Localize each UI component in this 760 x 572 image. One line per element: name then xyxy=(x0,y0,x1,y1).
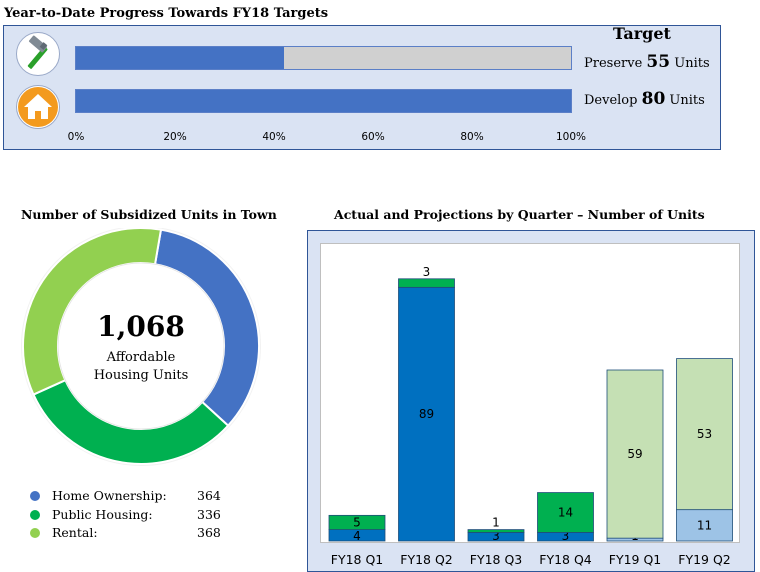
bar-segment xyxy=(606,369,664,539)
bar-data-label: 3 xyxy=(562,529,570,543)
develop-target: Develop 80 Units xyxy=(584,89,705,109)
legend-label: Home Ownership: xyxy=(52,488,167,503)
progress-tick-label: 80% xyxy=(460,131,484,143)
bar-category-label: FY18 Q3 xyxy=(470,552,523,567)
bar-segment xyxy=(676,358,733,511)
progress-tick-label: 40% xyxy=(262,131,286,143)
legend-label: Public Housing: xyxy=(52,507,153,522)
bar-segment xyxy=(398,286,455,542)
preserve-progress-bar xyxy=(75,46,572,70)
bar-data-label: 89 xyxy=(419,407,434,421)
progress-tick-label: 20% xyxy=(163,131,187,143)
target-header: Target xyxy=(613,24,671,43)
develop-progress-fill xyxy=(76,90,571,112)
target-number: 55 xyxy=(646,52,671,72)
bar-segment xyxy=(467,529,525,533)
hammer-icon xyxy=(16,32,60,76)
bar-category-label: FY18 Q2 xyxy=(400,552,453,567)
target-number: 80 xyxy=(641,89,666,109)
target-unit: Units xyxy=(674,56,710,71)
develop-progress-bar xyxy=(75,89,572,113)
progress-tick-label: 100% xyxy=(555,131,587,143)
donut-title: Number of Subsidized Units in Town xyxy=(21,207,277,222)
legend-value: 368 xyxy=(197,525,221,540)
bar-category-label: FY19 Q1 xyxy=(609,552,662,567)
bar-chart-title: Actual and Projections by Quarter – Numb… xyxy=(334,207,705,222)
progress-title: Year-to-Date Progress Towards FY18 Targe… xyxy=(4,6,329,21)
bar-data-label: 4 xyxy=(353,529,361,543)
bar-data-label: 5 xyxy=(353,515,361,529)
donut-center-line2: Housing Units xyxy=(93,368,189,383)
legend-swatch xyxy=(30,510,40,520)
preserve-progress-fill xyxy=(76,47,284,69)
bar-segment xyxy=(676,509,733,542)
donut-chart xyxy=(21,228,261,466)
target-verb: Develop xyxy=(584,93,638,108)
target-unit: Units xyxy=(669,93,705,108)
bar-data-label: 59 xyxy=(627,447,642,461)
target-verb: Preserve xyxy=(584,56,643,71)
progress-tick-label: 0% xyxy=(67,131,85,143)
bar-data-label: 1 xyxy=(492,516,500,530)
bar-data-label: 3 xyxy=(492,529,500,543)
bar-segment xyxy=(537,492,594,533)
donut-total: 1,068 xyxy=(97,310,185,343)
preserve-target: Preserve 55 Units xyxy=(584,52,710,72)
bar-data-label: 11 xyxy=(697,518,712,532)
bar-segment xyxy=(398,278,455,288)
donut-center-line1: Affordable xyxy=(106,350,176,365)
legend-swatch xyxy=(30,491,40,501)
bar-category-label: FY19 Q2 xyxy=(678,552,731,567)
legend-label: Rental: xyxy=(52,525,98,540)
progress-panel xyxy=(3,25,721,150)
bar-category-label: FY18 Q4 xyxy=(539,552,592,567)
bar-data-label: 14 xyxy=(558,506,573,520)
bar-data-label: 53 xyxy=(697,427,712,441)
legend-value: 364 xyxy=(197,488,221,503)
progress-tick-label: 60% xyxy=(361,131,385,143)
legend-value: 336 xyxy=(197,507,221,522)
bar-category-label: FY18 Q1 xyxy=(331,552,384,567)
legend-swatch xyxy=(30,528,40,538)
bar-data-label: 3 xyxy=(423,265,431,279)
bar-segment xyxy=(328,514,386,530)
house-icon xyxy=(16,85,60,129)
bar-chart-plot-area xyxy=(320,243,740,543)
